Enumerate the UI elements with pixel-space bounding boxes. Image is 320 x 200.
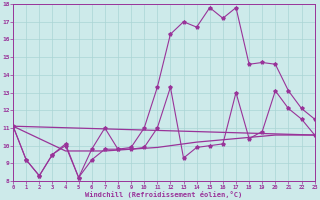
X-axis label: Windchill (Refroidissement éolien,°C): Windchill (Refroidissement éolien,°C) [85,191,243,198]
